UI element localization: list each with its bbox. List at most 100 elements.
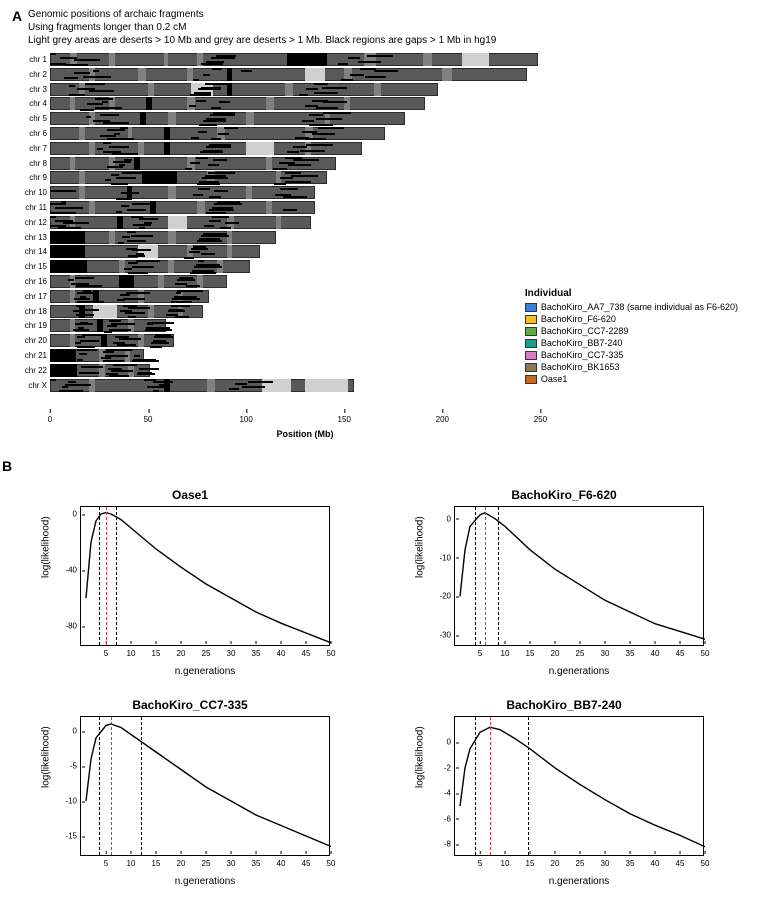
archaic-fragment xyxy=(274,183,286,185)
chromosome-label: chr 20 xyxy=(12,336,47,345)
archaic-fragment xyxy=(219,101,231,103)
archaic-fragment xyxy=(107,138,134,140)
archaic-fragment xyxy=(350,74,364,76)
reference-vline xyxy=(106,507,107,645)
archaic-fragment xyxy=(147,323,153,325)
likelihood-subplot: Oase1-80-4005101520253035404550log(likel… xyxy=(40,488,340,678)
reference-vline xyxy=(141,717,142,855)
archaic-fragment xyxy=(348,57,360,59)
legend: Individual BachoKiro_AA7_738 (same indiv… xyxy=(525,288,738,385)
archaic-fragment xyxy=(197,183,221,185)
archaic-fragment xyxy=(171,301,193,303)
title-line: Using fragments longer than 0.2 cM xyxy=(28,21,768,34)
archaic-fragment xyxy=(139,218,159,220)
archaic-fragment xyxy=(288,164,312,166)
archaic-fragment xyxy=(318,127,344,129)
archaic-fragment xyxy=(285,181,311,183)
chromosome-plot: Position (Mb) 050100150200250 chr 1chr 2… xyxy=(50,53,560,408)
legend-label: BachoKiro_AA7_738 (same individual as F6… xyxy=(541,302,738,312)
panel-b: Oase1-80-4005101520253035404550log(likel… xyxy=(10,488,768,908)
panel-a-titles: Genomic positions of archaic fragments U… xyxy=(28,8,768,47)
archaic-fragment xyxy=(209,220,221,222)
reference-vline xyxy=(99,717,100,855)
archaic-fragment xyxy=(193,79,199,81)
archaic-fragment xyxy=(128,262,138,264)
legend-item: BachoKiro_CC7-2289 xyxy=(525,325,738,337)
archaic-fragment xyxy=(50,203,66,205)
archaic-fragment xyxy=(153,390,159,392)
archaic-fragment xyxy=(102,101,108,103)
archaic-fragment xyxy=(81,366,103,368)
archaic-fragment xyxy=(218,133,230,135)
archaic-fragment xyxy=(101,357,111,359)
archaic-fragment xyxy=(103,351,115,353)
archaic-fragment xyxy=(63,222,89,224)
archaic-fragment xyxy=(314,83,328,85)
archaic-fragment xyxy=(65,384,91,386)
archaic-fragment xyxy=(93,70,99,72)
archaic-fragment xyxy=(116,198,132,200)
archaic-fragment xyxy=(116,177,136,179)
archaic-fragment xyxy=(186,285,200,287)
archaic-fragment xyxy=(214,203,241,205)
archaic-fragment xyxy=(204,225,214,227)
archaic-fragment xyxy=(83,76,110,78)
archaic-fragment xyxy=(189,105,197,107)
y-tick: -40 xyxy=(65,566,81,575)
chromosome-row: chr 21 xyxy=(50,349,144,362)
y-tick: 0 xyxy=(447,514,455,523)
archaic-fragment xyxy=(171,305,191,307)
archaic-fragment xyxy=(209,209,235,211)
chromosome-label: chr 2 xyxy=(12,70,47,79)
x-axis-label: n.generations xyxy=(454,666,704,677)
archaic-fragment xyxy=(111,174,119,176)
archaic-fragment xyxy=(193,194,203,196)
archaic-fragment xyxy=(75,323,93,325)
archaic-fragment xyxy=(69,94,85,96)
archaic-fragment xyxy=(300,150,326,152)
archaic-fragment xyxy=(111,183,129,185)
chromosome-row: chr 15 xyxy=(50,260,250,273)
archaic-fragment xyxy=(206,212,226,214)
archaic-fragment xyxy=(176,292,182,294)
archaic-fragment xyxy=(338,63,348,65)
chromosome-row: chr 4 xyxy=(50,97,425,110)
reference-vline xyxy=(498,507,499,645)
archaic-fragment xyxy=(122,236,130,238)
archaic-fragment xyxy=(291,175,318,177)
archaic-fragment xyxy=(309,114,323,116)
archaic-fragment xyxy=(208,172,235,174)
archaic-fragment xyxy=(68,279,74,281)
archaic-fragment xyxy=(100,114,120,116)
archaic-fragment xyxy=(109,146,129,148)
chromosome-label: chr 3 xyxy=(12,85,47,94)
chromosome-row: chr 2 xyxy=(50,68,527,81)
archaic-fragment xyxy=(208,164,220,166)
archaic-fragment xyxy=(280,177,294,179)
plot-area: -15-10-505101520253035404550 xyxy=(80,716,330,856)
archaic-fragment xyxy=(75,277,95,279)
archaic-fragment xyxy=(314,92,338,94)
archaic-fragment xyxy=(198,131,208,133)
chromosome-row: chr 18 xyxy=(50,305,203,318)
archaic-fragment xyxy=(212,68,222,70)
archaic-fragment xyxy=(196,157,208,159)
archaic-fragment xyxy=(74,59,100,61)
archaic-fragment xyxy=(116,211,122,213)
archaic-fragment xyxy=(137,373,155,375)
archaic-fragment xyxy=(127,209,147,211)
y-axis-label: log(likelihood) xyxy=(415,516,426,578)
archaic-fragment xyxy=(97,148,103,150)
archaic-fragment xyxy=(95,98,113,100)
chromosome-label: chr 16 xyxy=(12,277,47,286)
archaic-fragment xyxy=(109,329,131,331)
chromosome-row: chr 10 xyxy=(50,186,315,199)
archaic-fragment xyxy=(77,346,95,348)
chromosome-label: chr 1 xyxy=(12,55,47,64)
archaic-fragment xyxy=(103,142,111,144)
archaic-fragment xyxy=(122,172,144,174)
archaic-fragment xyxy=(151,342,169,344)
archaic-fragment xyxy=(77,359,83,361)
archaic-fragment xyxy=(127,240,147,242)
archaic-fragment xyxy=(109,375,129,377)
